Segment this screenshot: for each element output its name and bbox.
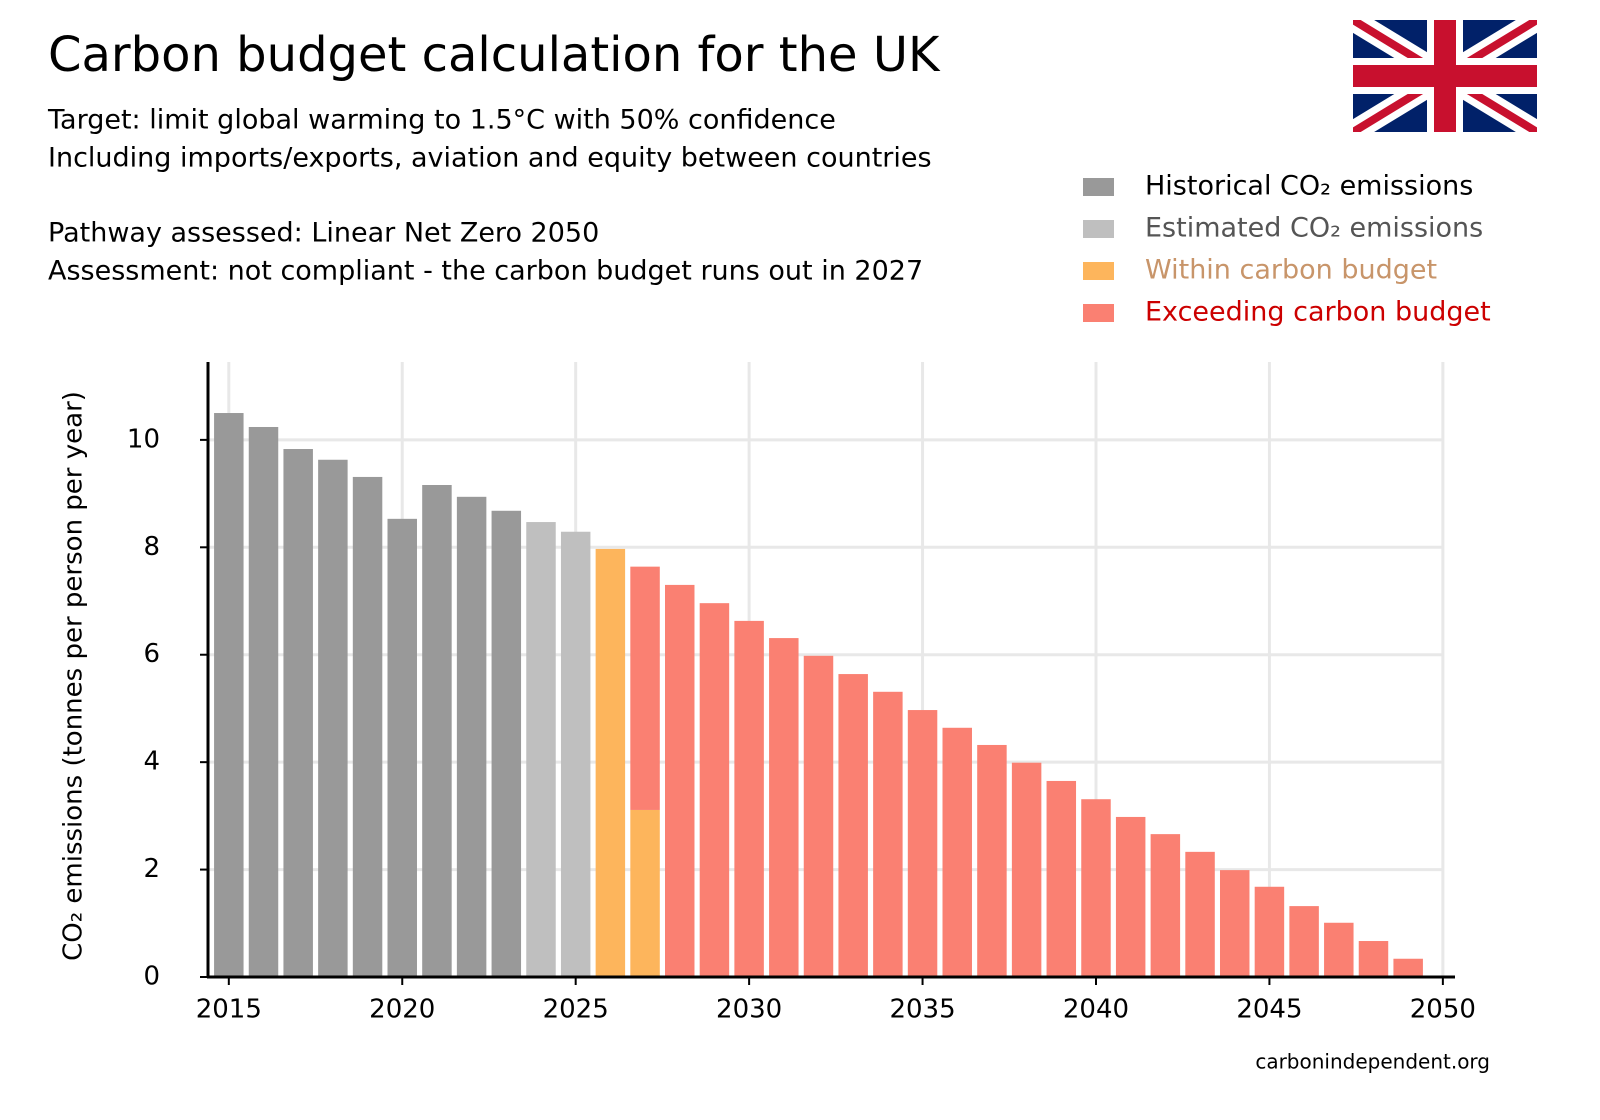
legend-label: Exceeding carbon budget	[1145, 297, 1491, 328]
y-tick-label: 8	[143, 532, 160, 562]
bar-segment	[318, 459, 348, 977]
x-tick-label: 2030	[716, 995, 782, 1025]
bar-segment	[977, 744, 1007, 977]
bar-segment	[1219, 870, 1250, 977]
bar-segment	[422, 485, 452, 977]
bar-segment	[803, 655, 834, 977]
bar-segment	[942, 727, 972, 977]
legend-swatch	[1083, 262, 1114, 280]
y-tick-label: 6	[143, 639, 160, 669]
y-tick-label: 10	[127, 424, 160, 454]
bar-segment	[1254, 886, 1285, 977]
y-tick-label: 0	[143, 962, 160, 992]
flag	[1353, 20, 1537, 132]
note: Assessment: not compliant - the carbon b…	[48, 256, 923, 287]
y-tick-label: 4	[143, 747, 160, 777]
note: Including imports/exports, aviation and …	[48, 143, 932, 174]
note: Target: limit global warming to 1.5°C wi…	[47, 105, 836, 136]
legend-swatch	[1083, 178, 1114, 196]
bar-segment	[838, 674, 868, 977]
bar-segment	[734, 620, 764, 977]
bar-segment	[1185, 851, 1215, 977]
bar-segment	[595, 548, 626, 977]
x-tick-label: 2050	[1410, 995, 1476, 1025]
bar-segment	[1115, 816, 1146, 977]
note: Pathway assessed: Linear Net Zero 2050	[48, 218, 599, 249]
bar-segment	[630, 809, 660, 977]
bar-segment	[456, 496, 487, 977]
bar-segment	[526, 522, 556, 977]
x-tick-label: 2025	[543, 995, 609, 1025]
bar-segment	[1150, 834, 1181, 977]
x-tick-label: 2015	[196, 995, 262, 1025]
bar-segment	[665, 584, 695, 977]
bar-segment	[560, 531, 591, 977]
bar-segment	[769, 638, 799, 977]
bar-segment	[699, 603, 730, 977]
chart-title: Carbon budget calculation for the UK	[48, 27, 941, 83]
x-tick-label: 2045	[1236, 995, 1302, 1025]
legend-swatch	[1083, 304, 1114, 322]
bar-segment	[1324, 922, 1354, 977]
y-axis-label: CO₂ emissions (tonnes per person per yea…	[59, 391, 89, 961]
y-tick-label: 2	[143, 854, 160, 884]
legend-swatch	[1083, 220, 1114, 238]
bar-segment	[248, 426, 279, 977]
bar-segment	[1046, 780, 1077, 977]
bar-segment	[1393, 958, 1423, 977]
bar-segment	[630, 566, 660, 810]
bar-segment	[1289, 906, 1319, 977]
bar-segment	[873, 691, 903, 977]
bar-segment	[1081, 799, 1111, 977]
bar-segment	[491, 510, 522, 977]
legend-label: Historical CO₂ emissions	[1145, 171, 1473, 202]
x-tick-label: 2040	[1063, 995, 1129, 1025]
bar-segment	[907, 710, 938, 977]
bar-segment	[214, 413, 244, 977]
x-tick-label: 2035	[889, 995, 955, 1025]
x-tick-label: 2020	[369, 995, 435, 1025]
bar-segment	[283, 449, 313, 978]
legend-label: Within carbon budget	[1145, 255, 1437, 286]
source: carbonindependent.org	[1255, 1050, 1490, 1074]
legend-label: Estimated CO₂ emissions	[1145, 213, 1483, 244]
bar-segment	[1011, 762, 1042, 977]
bar-segment	[352, 476, 383, 977]
bar-segment	[1358, 941, 1389, 977]
bar-segment	[387, 518, 417, 977]
